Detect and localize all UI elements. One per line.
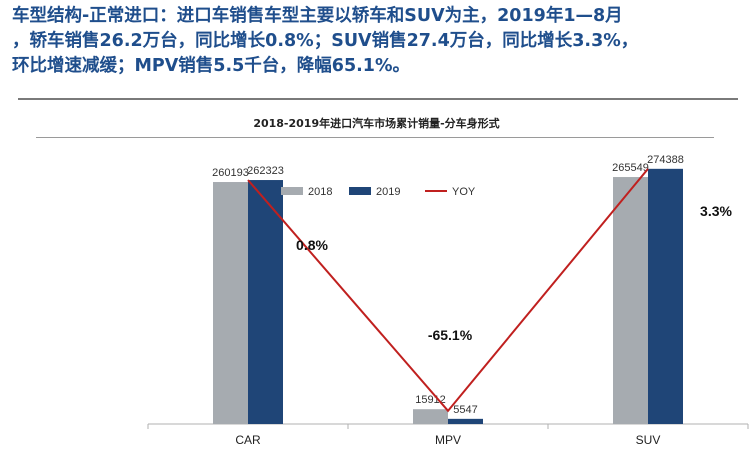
bar-2019-suv [648,168,683,424]
data-label-2018-suv: 265549 [612,162,649,174]
chart-title: 2018-2019年进口汽车市场累计销量-分车身形式 [253,117,500,130]
headline: 车型结构-正常进口：进口车销售车型主要以轿车和SUV为主，2019年1—8月 ，… [12,4,744,79]
yoy-label-car: 0.8% [296,237,328,253]
legend-label-2019: 2019 [376,186,400,198]
bar-2019-mpv [448,418,483,424]
yoy-label-suv: 3.3% [700,203,732,219]
headline-line-3: 环比增速减缓；MPV销售5.5千台，降幅65.1%。 [12,56,410,76]
data-label-2019-mpv: 5547 [453,404,477,416]
bar-2018-car [213,182,248,424]
data-label-2018-car: 260193 [212,167,249,179]
x-tick-label-mpv: MPV [435,433,461,447]
divider-top [18,98,738,100]
x-tick-label-car: CAR [235,433,261,447]
legend-label-yoy: YOY [452,186,476,198]
headline-line-2: ，轿车销售26.2万台，同比增长0.8%；SUV销售27.4万台，同比增长3.3… [12,31,639,51]
legend-swatch-2019 [349,187,371,195]
bar-2019-car [248,180,283,424]
data-label-2019-suv: 274388 [647,154,684,166]
bar-2018-suv [613,177,648,424]
legend-swatch-2018 [281,187,303,195]
headline-line-1: 车型结构-正常进口：进口车销售车型主要以轿车和SUV为主，2019年1—8月 [12,6,623,26]
data-label-2019-car: 262323 [247,165,284,177]
yoy-label-mpv: -65.1% [428,327,473,343]
x-tick-label-suv: SUV [636,433,661,447]
bar-2018-mpv [413,409,448,424]
divider-title [36,137,714,138]
yoy-line [247,168,649,413]
legend-label-2018: 2018 [308,186,332,198]
data-label-2018-mpv: 15912 [415,394,446,406]
